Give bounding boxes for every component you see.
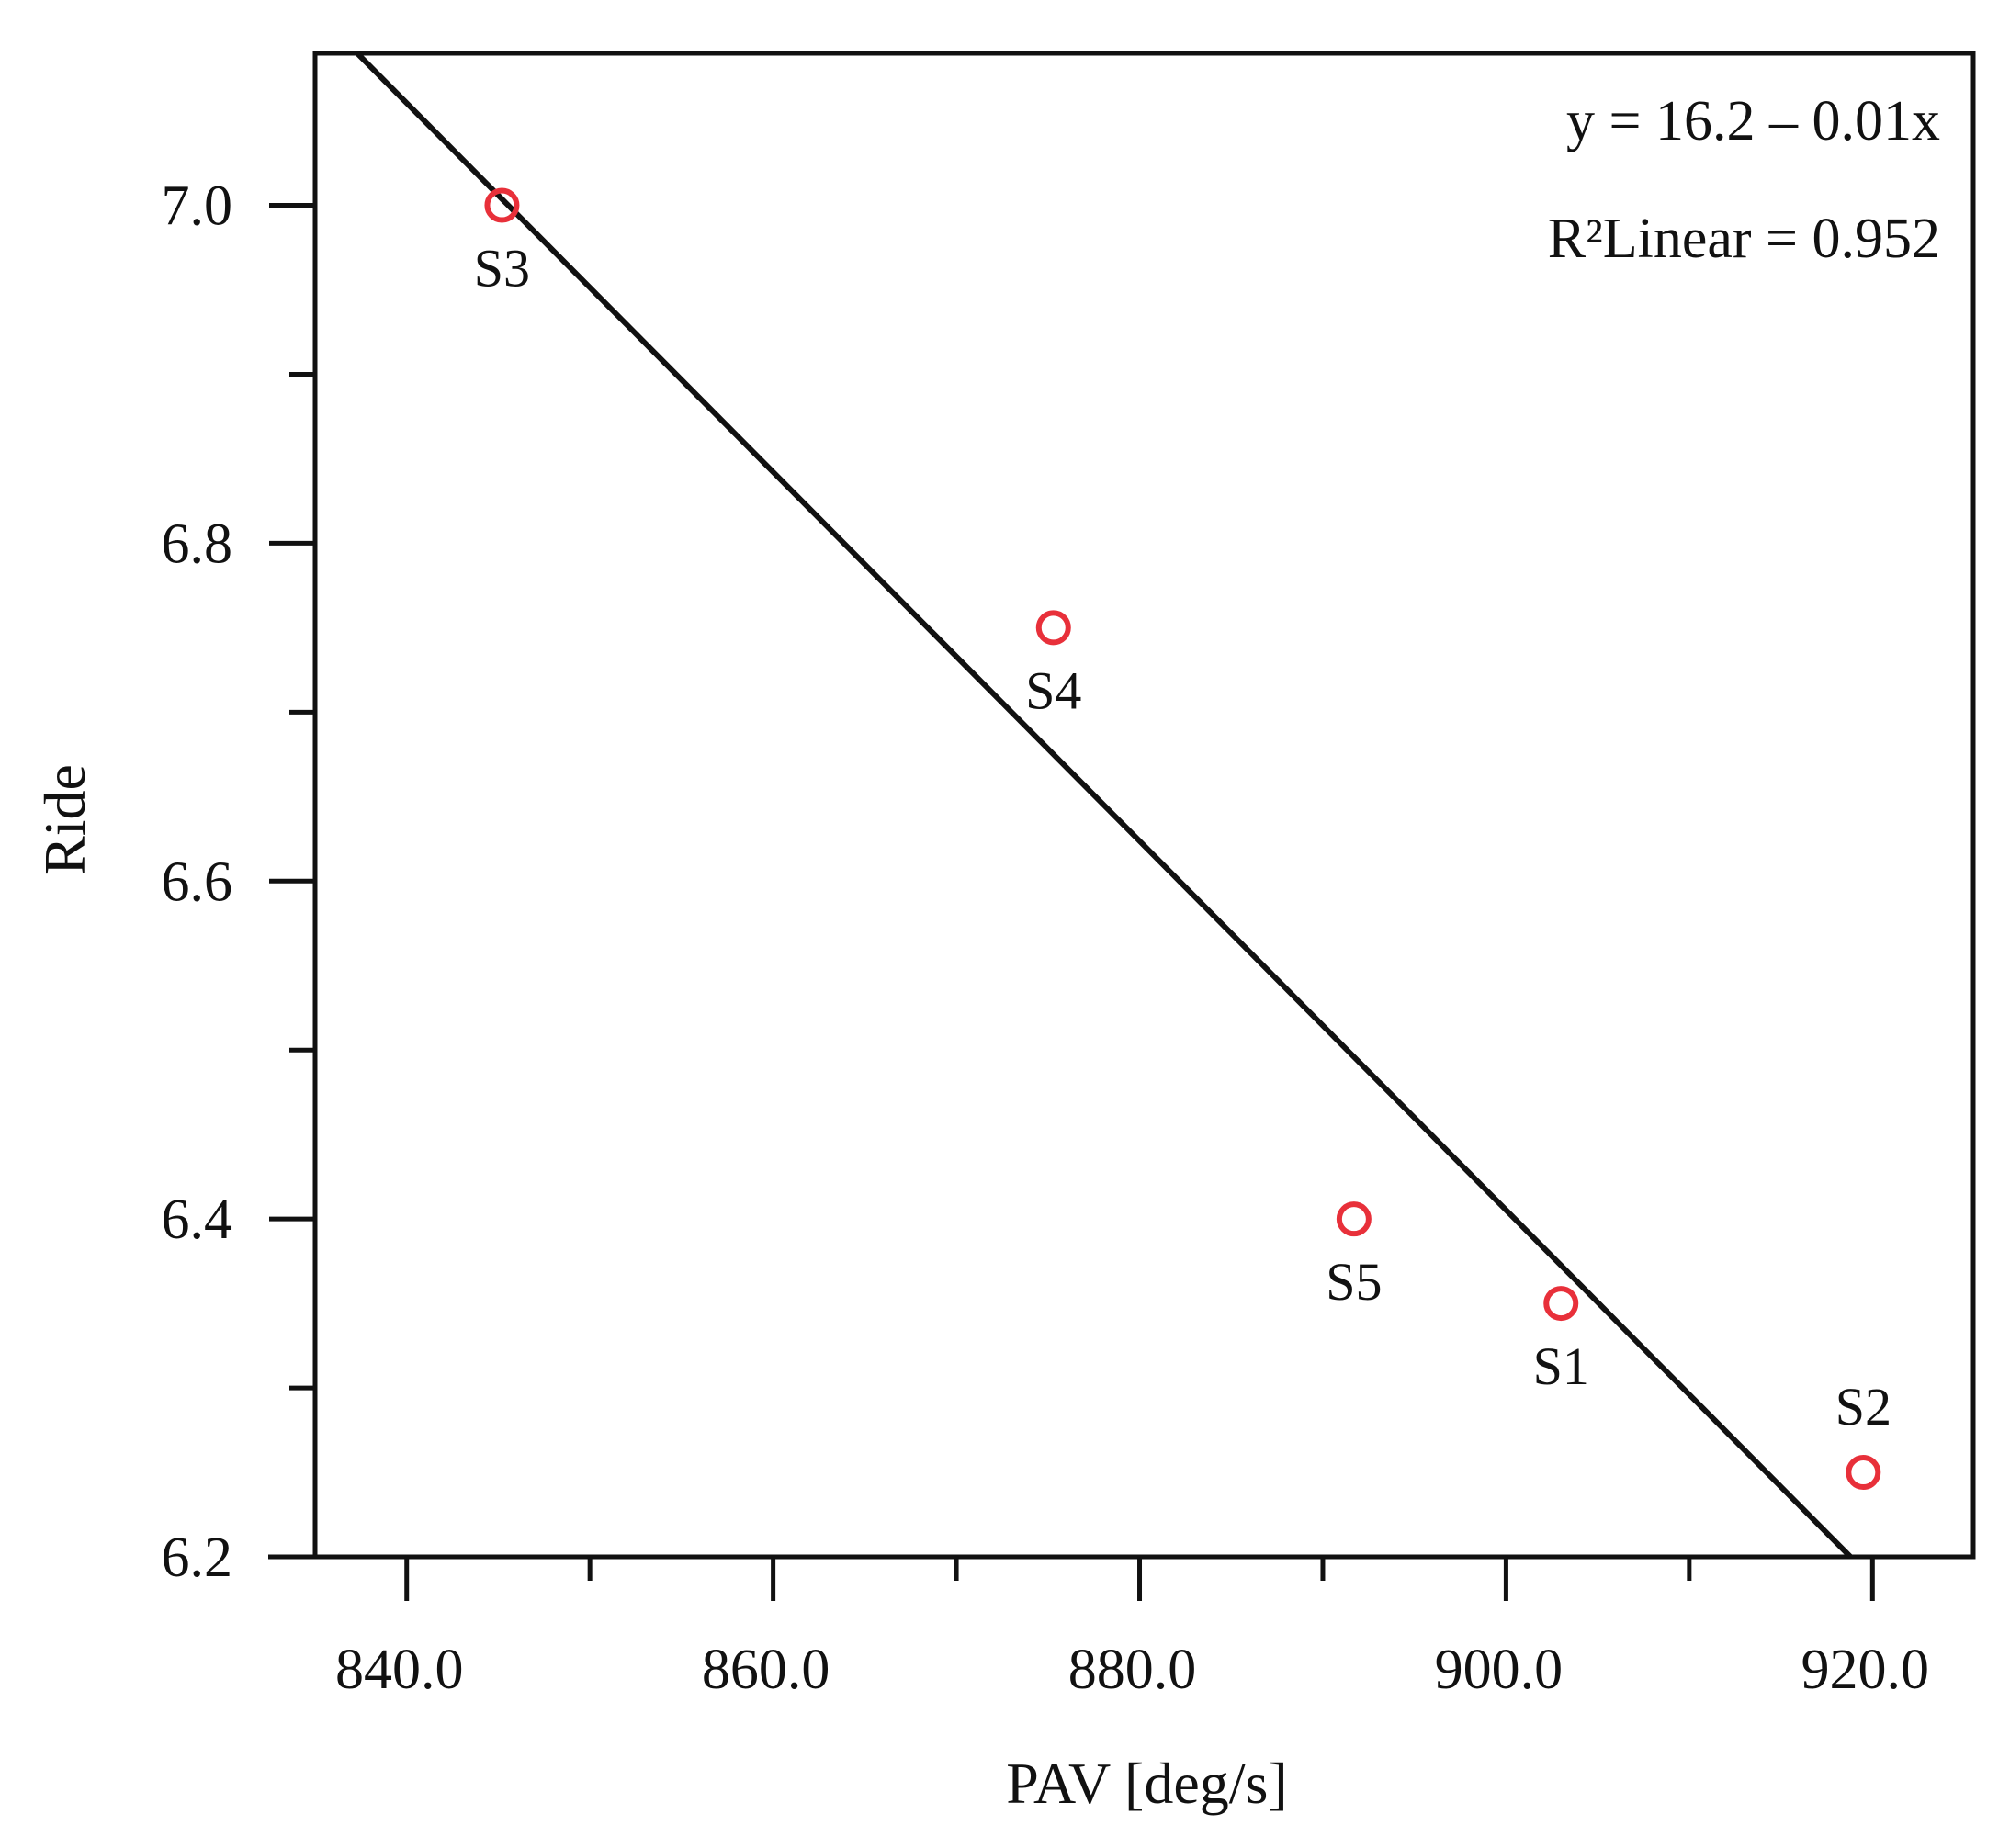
x-tick-label: 920.0 bbox=[1801, 1639, 1930, 1701]
r-squared-value: R²Linear = 0.952 bbox=[1548, 208, 1940, 270]
regression-fit bbox=[355, 51, 1853, 1560]
point-label-s4: S4 bbox=[1025, 660, 1081, 720]
plot-frame bbox=[312, 51, 1976, 1560]
regression-equation: y = 16.2 – 0.01x bbox=[1566, 90, 1940, 152]
x-tick-label: 840.0 bbox=[335, 1639, 464, 1701]
point-label-s1: S1 bbox=[1533, 1336, 1589, 1396]
x-axis-title: PAV [deg/s] bbox=[1006, 1751, 1287, 1816]
y-tick-label: 7.0 bbox=[162, 175, 233, 238]
fit-line bbox=[355, 51, 1853, 1560]
x-tick-label: 880.0 bbox=[1068, 1639, 1197, 1701]
y-axis-title: Ride bbox=[32, 764, 97, 875]
x-tick-label: 860.0 bbox=[702, 1639, 830, 1701]
data-point-s3 bbox=[484, 187, 520, 223]
point-label-s2: S2 bbox=[1835, 1377, 1891, 1437]
chart-text: Ride PAV [deg/s] y = 16.2 – 0.01x R²Line… bbox=[32, 90, 1940, 1816]
y-tick-label: 6.6 bbox=[162, 851, 233, 913]
y-tick-label: 6.8 bbox=[162, 513, 233, 575]
data-point-s1 bbox=[1543, 1286, 1579, 1322]
x-tick-label: 900.0 bbox=[1435, 1639, 1564, 1701]
axes: 6.2 6.4 6.6 6.8 7.0 840.0 860.0 880.0 900.0 920.0 bbox=[162, 51, 1976, 1701]
point-label-s5: S5 bbox=[1326, 1252, 1382, 1312]
data-points: S3 S4 S5 S1 S2 bbox=[474, 187, 1891, 1491]
data-point-s4 bbox=[1035, 610, 1071, 646]
data-point-s2 bbox=[1846, 1455, 1881, 1491]
data-point-s5 bbox=[1336, 1201, 1372, 1237]
point-label-s3: S3 bbox=[474, 239, 530, 299]
y-tick-label: 6.4 bbox=[162, 1189, 233, 1251]
y-tick-label: 6.2 bbox=[162, 1527, 233, 1589]
